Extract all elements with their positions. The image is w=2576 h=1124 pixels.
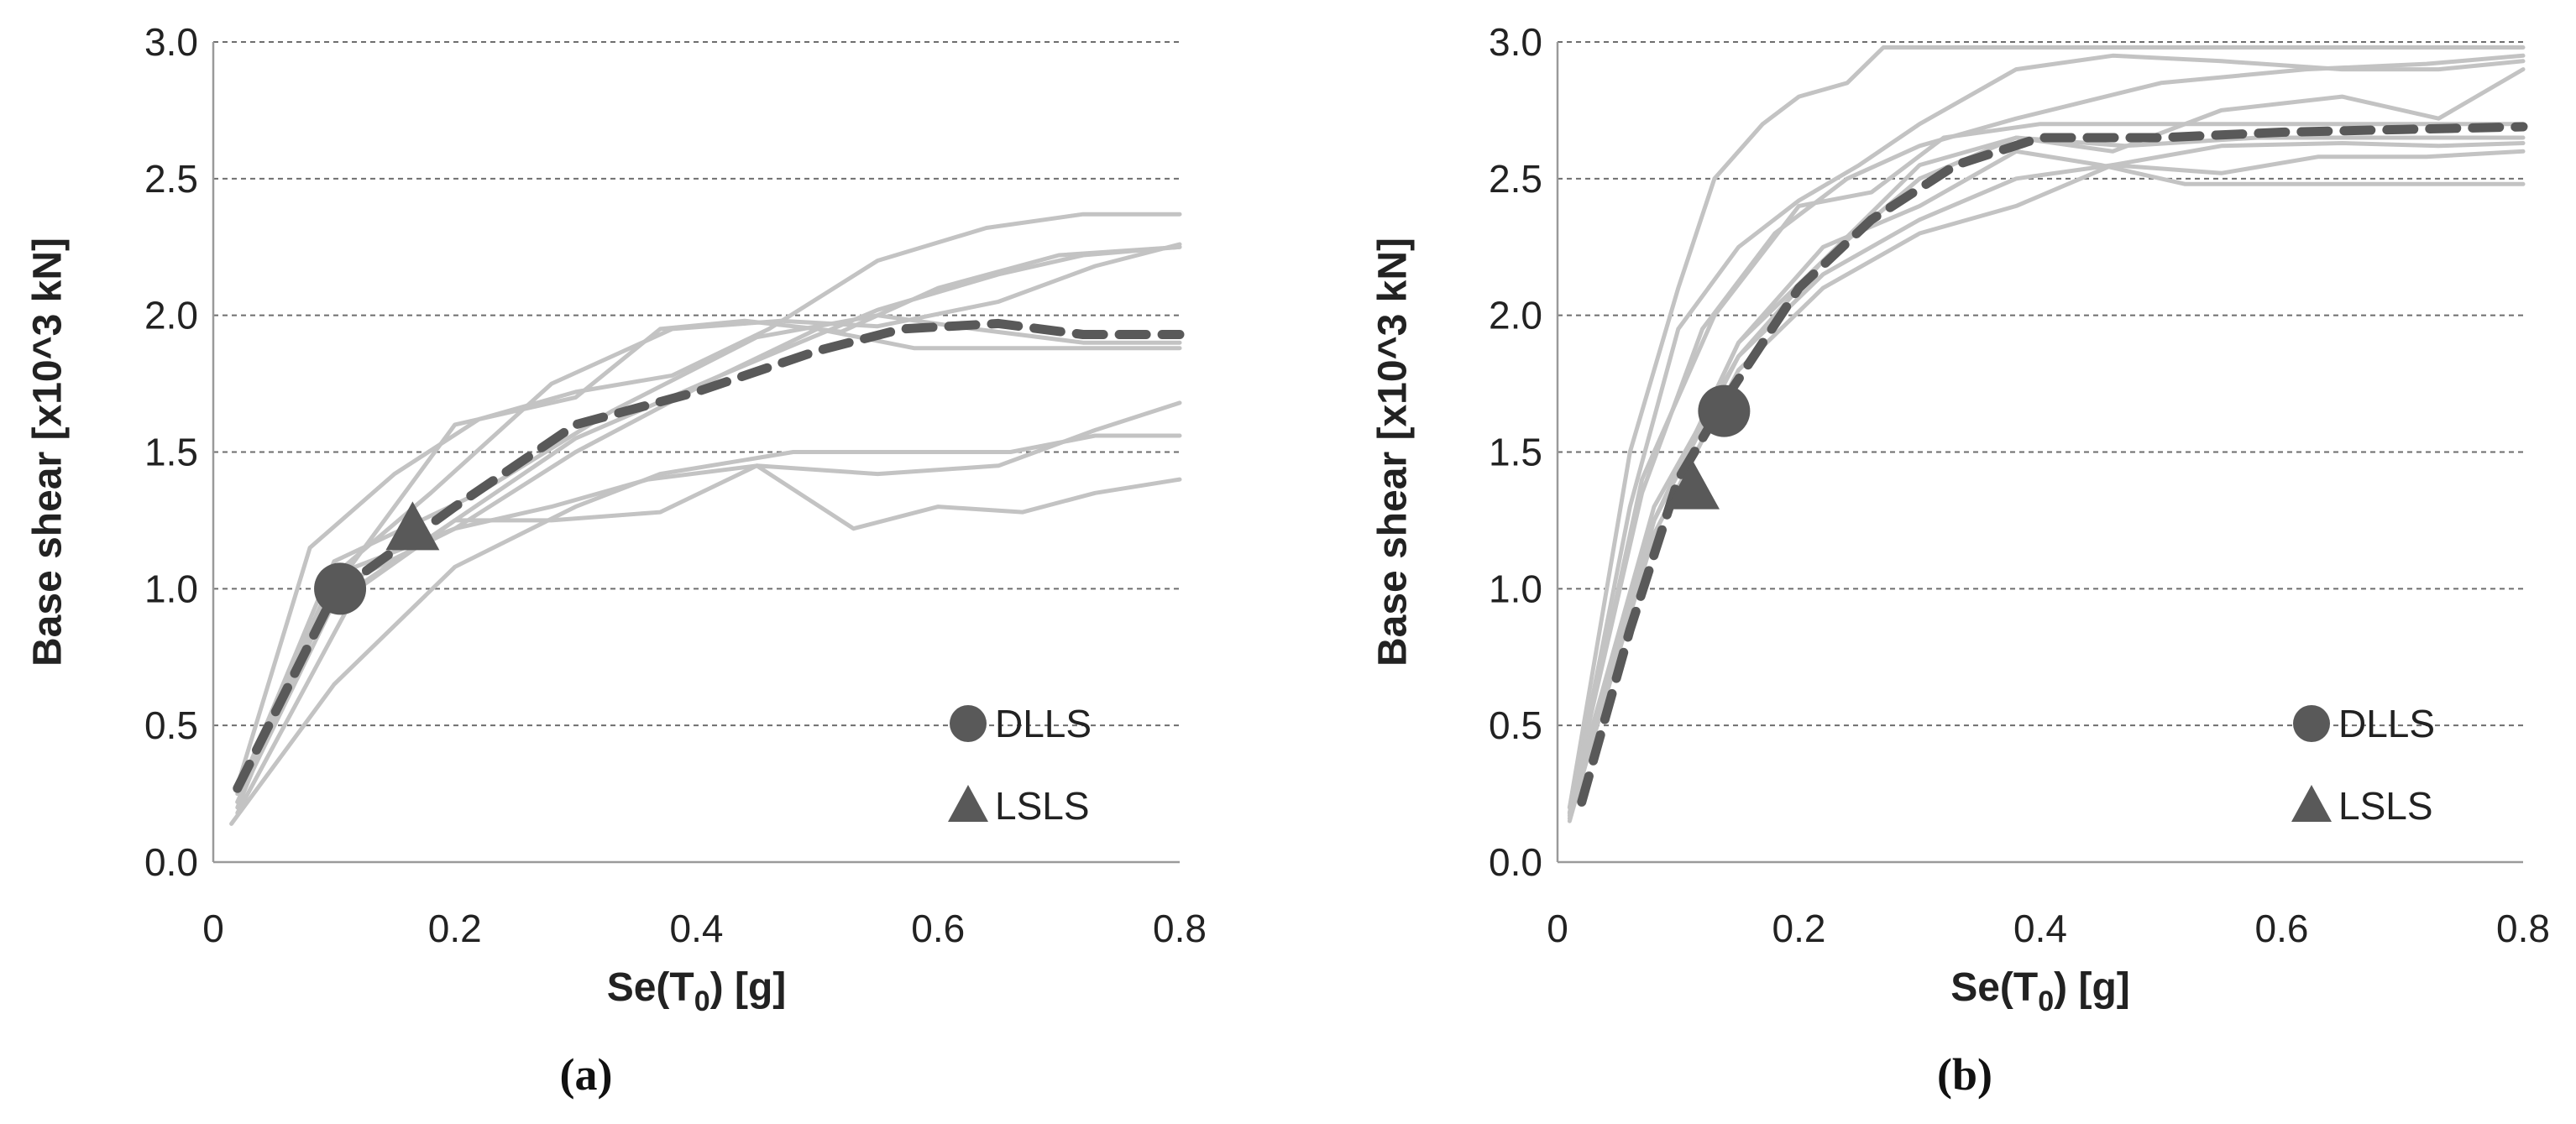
x-tick-label-b-3: 0.6 <box>2255 907 2309 950</box>
series-line-a-2 <box>235 242 1182 797</box>
mean-line-b-group <box>1577 122 2528 807</box>
y-tick-label-a-1: 0.5 <box>144 703 198 747</box>
y-tick-labels-a: 0.0 0.5 1.0 1.5 2.0 2.5 3.0 <box>144 20 198 884</box>
dlls-marker-a <box>314 562 367 615</box>
y-tick-label-a-2: 1.0 <box>144 567 198 610</box>
series-line-a-4 <box>235 313 1182 797</box>
x-tick-label-a-2: 0.4 <box>670 907 724 950</box>
legend-label-dlls-a: DLLS <box>995 702 1092 745</box>
series-line-b-4 <box>1567 122 2526 815</box>
x-axis-label-a: Se(T0) [g] <box>607 965 787 1017</box>
markers-a <box>314 501 440 615</box>
x-tick-label-a-0: 0 <box>202 907 224 950</box>
legend-label-dlls-b: DLLS <box>2338 702 2435 745</box>
mean-line-b <box>1577 122 2528 807</box>
x-tick-labels-b: 0 0.2 0.4 0.6 0.8 <box>1547 907 2550 950</box>
gridlines-a <box>212 41 1180 864</box>
x-tick-labels-a: 0 0.2 0.4 0.6 0.8 <box>202 907 1207 950</box>
x-tick-label-a-3: 0.6 <box>911 907 965 950</box>
legend-a: DLLS LSLS <box>948 702 1092 828</box>
y-tick-label-b-3: 1.5 <box>1489 431 1542 474</box>
legend-circle-marker-b <box>2293 705 2330 742</box>
x-tick-label-b-2: 0.4 <box>2013 907 2067 950</box>
dlls-marker-b <box>1698 384 1751 437</box>
x-tick-label-a-1: 0.2 <box>428 907 482 950</box>
y-tick-label-a-0: 0.0 <box>144 840 198 884</box>
series-line-a-1 <box>235 212 1182 788</box>
mean-line-a-group <box>233 318 1185 793</box>
legend-label-lsls-b: LSLS <box>2338 784 2433 828</box>
markers-b <box>1666 384 1751 510</box>
x-axis-label-b: Se(T0) [g] <box>1950 965 2130 1017</box>
panel-label-b: (b) <box>1937 1049 1992 1100</box>
panel-label-a: (a) <box>560 1049 613 1100</box>
series-line-a-7 <box>235 463 1182 810</box>
x-tick-label-a-4: 0.8 <box>1153 907 1207 950</box>
y-tick-label-a-3: 1.5 <box>144 431 198 474</box>
gridlines-b <box>1556 41 2523 864</box>
y-axis-label-a: Base shear [x10^3 kN] <box>26 238 71 667</box>
series-line-b-9 <box>1567 135 2526 823</box>
y-tick-label-b-1: 0.5 <box>1489 703 1542 747</box>
y-tick-label-b-6: 3.0 <box>1489 20 1542 64</box>
series-line-b-1 <box>1567 45 2526 810</box>
chart-panel-b: 0.0 0.5 1.0 1.5 2.0 2.5 3.0 0 0.2 0.4 0.6 0.8 Base… <box>1371 20 2550 1100</box>
chart-panel-a: 0.0 0.5 1.0 1.5 2.0 2.5 3.0 0 0.2 0.4 0.6 0.8 Base… <box>26 20 1207 1100</box>
legend-triangle-marker-b <box>2291 785 2332 822</box>
x-tick-label-b-4: 0.8 <box>2496 907 2550 950</box>
mean-line-a <box>233 318 1185 793</box>
legend-b: DLLS LSLS <box>2291 702 2435 828</box>
lsls-marker-a <box>385 501 440 551</box>
series-line-a-3 <box>235 244 1182 804</box>
lsls-marker-b <box>1666 460 1720 510</box>
legend-triangle-marker-a <box>948 785 988 822</box>
x-tick-label-b-0: 0 <box>1547 907 1568 950</box>
y-tick-label-b-5: 2.5 <box>1489 157 1542 201</box>
legend-label-lsls-a: LSLS <box>995 784 1090 828</box>
y-tick-labels-b: 0.0 0.5 1.0 1.5 2.0 2.5 3.0 <box>1489 20 1542 884</box>
y-tick-label-a-6: 3.0 <box>144 20 198 64</box>
series-line-a-8 <box>235 400 1182 815</box>
y-tick-label-a-4: 2.0 <box>144 294 198 337</box>
series-line-a-9 <box>229 433 1182 826</box>
y-tick-label-b-0: 0.0 <box>1489 840 1542 884</box>
y-axis-label-b: Base shear [x10^3 kN] <box>1371 238 1416 667</box>
x-tick-label-b-1: 0.2 <box>1772 907 1826 950</box>
y-tick-label-b-2: 1.0 <box>1489 567 1542 610</box>
legend-circle-marker-a <box>950 705 987 742</box>
y-tick-label-b-4: 2.0 <box>1489 294 1542 337</box>
y-tick-label-a-5: 2.5 <box>144 157 198 201</box>
